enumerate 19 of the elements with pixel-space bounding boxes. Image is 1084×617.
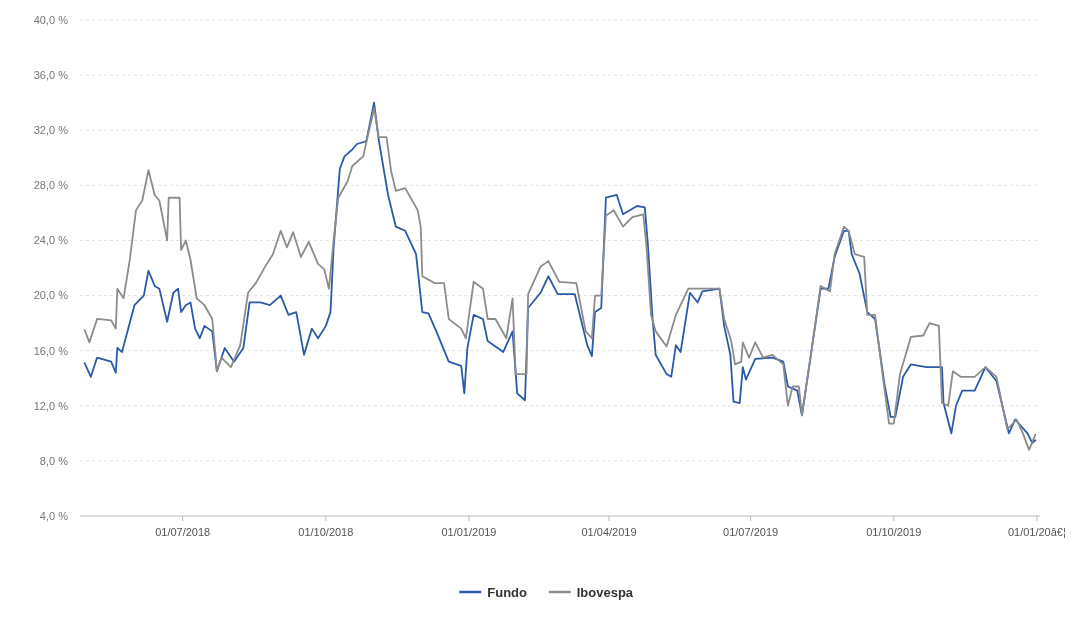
x-tick-label: 01/10/2018 [298, 526, 354, 538]
y-tick-label: 20,0 % [33, 289, 69, 302]
x-tick-label: 01/07/2018 [155, 526, 211, 538]
legend-label: Fundo [487, 584, 528, 600]
y-tick-label: 12,0 % [33, 399, 69, 412]
y-tick-label: 24,0 % [33, 234, 69, 247]
x-tick-label: 01/01/20â€¦ [1007, 526, 1066, 538]
y-tick-label: 40,0 % [33, 13, 69, 26]
x-tick-label: 01/10/2019 [866, 526, 922, 538]
x-tick-label: 01/07/2019 [723, 526, 779, 538]
x-tick-label: 01/04/2019 [581, 526, 637, 538]
legend-label: Ibovespa [576, 584, 634, 600]
y-tick-label: 8,0 % [39, 454, 69, 467]
y-tick-label: 4,0 % [39, 509, 69, 522]
y-tick-label: 32,0 % [33, 124, 69, 137]
y-tick-label: 16,0 % [33, 344, 69, 357]
x-tick-label: 01/01/2019 [441, 526, 497, 538]
y-tick-label: 36,0 % [33, 68, 69, 81]
y-tick-label: 28,0 % [33, 179, 69, 192]
